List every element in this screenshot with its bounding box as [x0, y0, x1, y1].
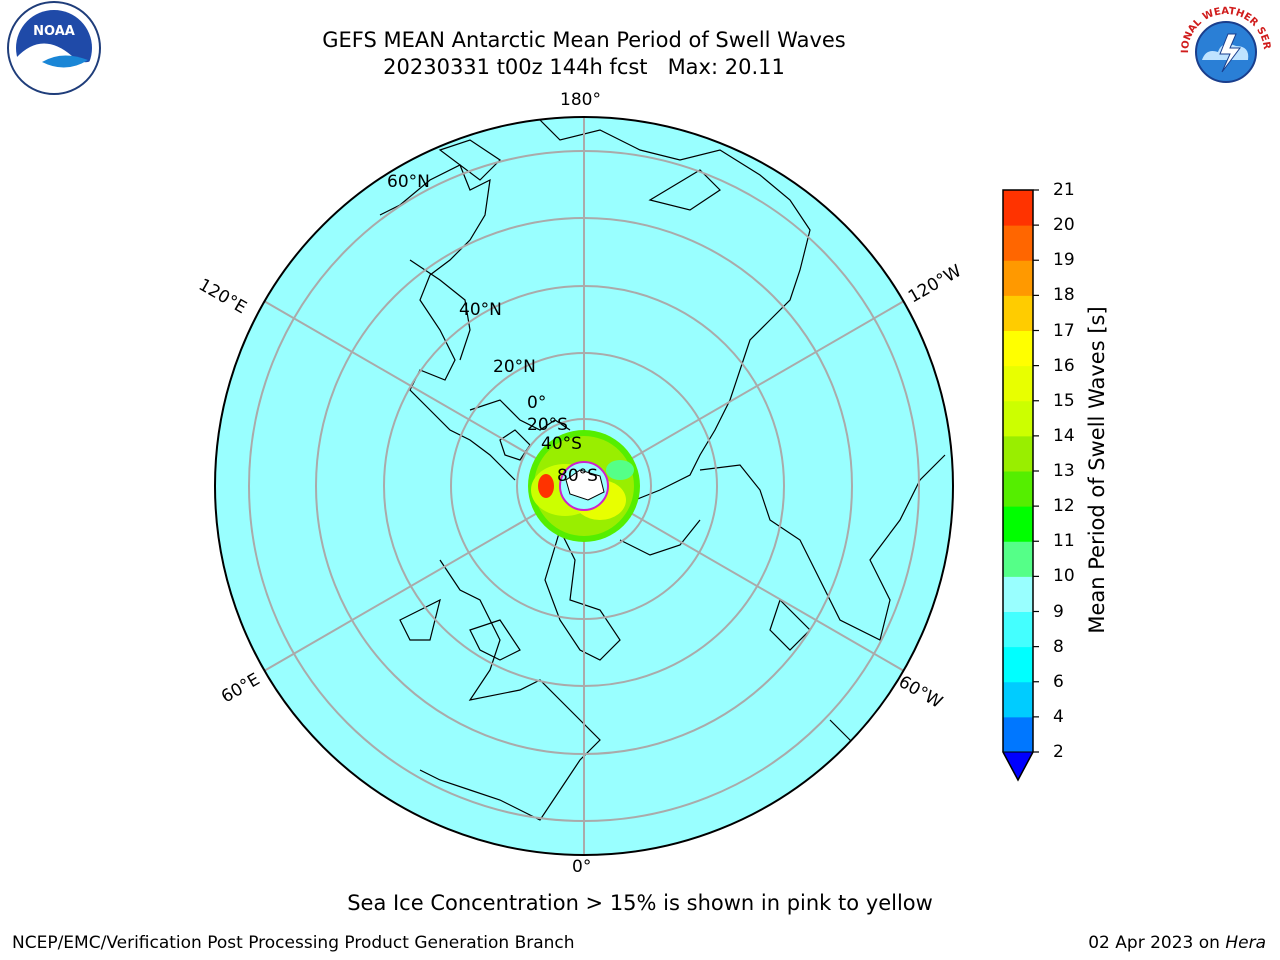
colorbar-tick-label: 15 [1053, 390, 1075, 411]
colorbar-segment [1003, 611, 1033, 648]
lat-label-40s: 40°S [541, 434, 582, 454]
colorbar-tick-label: 10 [1053, 566, 1075, 587]
lat-label-40n: 40°N [459, 300, 502, 320]
colorbar-segment [1003, 471, 1033, 507]
colorbar-tick-label: 21 [1053, 180, 1075, 200]
colorbar-segment [1003, 506, 1033, 542]
colorbar-label: Mean Period of Swell Waves [s] [1085, 306, 1109, 634]
lat-label-60n: 60°N [387, 172, 430, 192]
colorbar-tick-label: 19 [1053, 250, 1075, 271]
colorbar-tick-label: 18 [1053, 285, 1075, 306]
map-boundary [214, 116, 954, 856]
lon-label-0: 0° [572, 857, 592, 877]
colorbar-extend-arrow [1002, 751, 1034, 782]
swell-field [528, 430, 640, 542]
nws-logo: NATIONAL WEATHER SERVICE [1176, 4, 1272, 96]
noaa-logo-text: NOAA [33, 24, 75, 39]
colorbar-tick-label: 2 [1053, 742, 1064, 762]
colorbar-segment [1003, 225, 1033, 261]
lat-label-20n: 20°N [493, 357, 536, 377]
lat-label-20s: 20°S [527, 415, 568, 435]
lat-label-80s: 80°S [557, 466, 598, 486]
colorbar-segment [1003, 541, 1033, 577]
footer-credit: NCEP/EMC/Verification Post Processing Pr… [12, 933, 575, 953]
sea-ice-caption: Sea Ice Concentration > 15% is shown in … [347, 891, 933, 915]
colorbar-tick-label: 9 [1053, 601, 1064, 622]
colorbar-tick-label: 4 [1053, 706, 1064, 727]
colorbar-segment [1003, 330, 1033, 367]
colorbar-segment [1003, 681, 1033, 718]
colorbar-tick-label: 14 [1053, 425, 1075, 446]
colorbar-segment [1003, 365, 1033, 402]
colorbar-tick-label: 8 [1053, 636, 1064, 657]
colorbar-segment [1003, 260, 1033, 296]
colorbar-tick-label: 11 [1053, 531, 1075, 552]
colorbar-tick-label: 16 [1053, 355, 1075, 376]
colorbar-tick-label: 12 [1053, 496, 1075, 517]
footer-host: Hera [1225, 933, 1266, 953]
noaa-logo: NOAA [7, 1, 101, 95]
colorbar-tick-label: 20 [1053, 215, 1075, 236]
colorbar-tick-label: 13 [1053, 461, 1075, 481]
colorbar-segment [1003, 646, 1033, 683]
colorbar-segment [1003, 295, 1033, 331]
lon-label-180: 180° [560, 90, 601, 110]
colorbar-tick-label: 6 [1053, 671, 1064, 692]
colorbar-tick-label: 17 [1053, 320, 1075, 341]
chart-subtitle: 20230331 t00z 144h fcst Max: 20.11 [383, 55, 785, 79]
chart-title: GEFS MEAN Antarctic Mean Period of Swell… [322, 28, 846, 52]
footer-date: 02 Apr 2023 on Hera [1088, 933, 1266, 953]
colorbar-segment [1003, 716, 1033, 753]
coastlines [379, 119, 946, 821]
colorbar-segment [1003, 190, 1033, 226]
lat-label-0: 0° [527, 393, 547, 413]
footer-date-text: 02 Apr 2023 on [1088, 933, 1220, 953]
colorbar-segment [1003, 400, 1033, 437]
colorbar-border [1002, 189, 1034, 782]
colorbar-segment [1003, 435, 1033, 472]
colorbar-segment [1003, 576, 1033, 612]
